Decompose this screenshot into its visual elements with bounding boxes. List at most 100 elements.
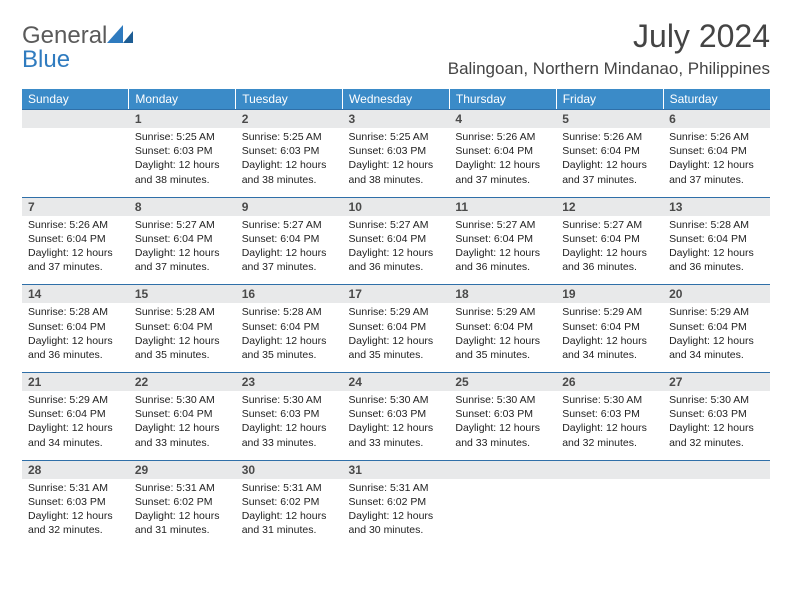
day-info: Sunrise: 5:27 AMSunset: 6:04 PMDaylight:…: [129, 216, 236, 285]
daylight-text: Daylight: 12 hours and 36 minutes.: [669, 246, 764, 274]
day-number: 31: [343, 460, 450, 479]
sunrise-text: Sunrise: 5:29 AM: [455, 305, 550, 319]
calendar-cell: 26Sunrise: 5:30 AMSunset: 6:03 PMDayligh…: [556, 372, 663, 460]
calendar-cell: 25Sunrise: 5:30 AMSunset: 6:03 PMDayligh…: [449, 372, 556, 460]
day-info: Sunrise: 5:29 AMSunset: 6:04 PMDaylight:…: [22, 391, 129, 460]
daylight-text: Daylight: 12 hours and 33 minutes.: [135, 421, 230, 449]
sunrise-text: Sunrise: 5:30 AM: [562, 393, 657, 407]
sunset-text: Sunset: 6:04 PM: [562, 232, 657, 246]
weekday-header: Tuesday: [236, 89, 343, 109]
daylight-text: Daylight: 12 hours and 34 minutes.: [669, 334, 764, 362]
page-title: July 2024: [448, 18, 770, 55]
sunset-text: Sunset: 6:03 PM: [242, 407, 337, 421]
day-info: Sunrise: 5:26 AMSunset: 6:04 PMDaylight:…: [556, 128, 663, 197]
daylight-text: Daylight: 12 hours and 31 minutes.: [242, 509, 337, 537]
daylight-text: Daylight: 12 hours and 35 minutes.: [349, 334, 444, 362]
calendar-cell: 1Sunrise: 5:25 AMSunset: 6:03 PMDaylight…: [129, 109, 236, 197]
day-info: Sunrise: 5:30 AMSunset: 6:03 PMDaylight:…: [556, 391, 663, 460]
sunset-text: Sunset: 6:03 PM: [349, 407, 444, 421]
sunrise-text: Sunrise: 5:30 AM: [242, 393, 337, 407]
sunrise-text: Sunrise: 5:26 AM: [28, 218, 123, 232]
daylight-text: Daylight: 12 hours and 36 minutes.: [562, 246, 657, 274]
daylight-text: Daylight: 12 hours and 38 minutes.: [349, 158, 444, 186]
calendar-row: 1Sunrise: 5:25 AMSunset: 6:03 PMDaylight…: [22, 109, 770, 197]
calendar-header: SundayMondayTuesdayWednesdayThursdayFrid…: [22, 89, 770, 109]
sunset-text: Sunset: 6:04 PM: [28, 232, 123, 246]
day-number: 3: [343, 109, 450, 128]
calendar-cell: 18Sunrise: 5:29 AMSunset: 6:04 PMDayligh…: [449, 284, 556, 372]
calendar-cell: 22Sunrise: 5:30 AMSunset: 6:04 PMDayligh…: [129, 372, 236, 460]
day-info: Sunrise: 5:30 AMSunset: 6:03 PMDaylight:…: [449, 391, 556, 460]
day-number: 24: [343, 372, 450, 391]
day-number: 19: [556, 284, 663, 303]
calendar-cell: 6Sunrise: 5:26 AMSunset: 6:04 PMDaylight…: [663, 109, 770, 197]
sunrise-text: Sunrise: 5:26 AM: [669, 130, 764, 144]
sunset-text: Sunset: 6:03 PM: [242, 144, 337, 158]
day-info: Sunrise: 5:26 AMSunset: 6:04 PMDaylight:…: [663, 128, 770, 197]
calendar-cell: 5Sunrise: 5:26 AMSunset: 6:04 PMDaylight…: [556, 109, 663, 197]
sunset-text: Sunset: 6:03 PM: [669, 407, 764, 421]
daylight-text: Daylight: 12 hours and 33 minutes.: [455, 421, 550, 449]
brand-part2: Blue: [22, 46, 70, 73]
daylight-text: Daylight: 12 hours and 35 minutes.: [455, 334, 550, 362]
day-info: Sunrise: 5:26 AMSunset: 6:04 PMDaylight:…: [22, 216, 129, 285]
sunset-text: Sunset: 6:04 PM: [28, 320, 123, 334]
calendar-cell: 21Sunrise: 5:29 AMSunset: 6:04 PMDayligh…: [22, 372, 129, 460]
day-info: Sunrise: 5:30 AMSunset: 6:03 PMDaylight:…: [663, 391, 770, 460]
calendar-cell: 3Sunrise: 5:25 AMSunset: 6:03 PMDaylight…: [343, 109, 450, 197]
sunrise-text: Sunrise: 5:28 AM: [135, 305, 230, 319]
day-info: Sunrise: 5:25 AMSunset: 6:03 PMDaylight:…: [236, 128, 343, 197]
day-number: 18: [449, 284, 556, 303]
daylight-text: Daylight: 12 hours and 33 minutes.: [242, 421, 337, 449]
daylight-text: Daylight: 12 hours and 32 minutes.: [669, 421, 764, 449]
day-number: 23: [236, 372, 343, 391]
day-info: Sunrise: 5:29 AMSunset: 6:04 PMDaylight:…: [663, 303, 770, 372]
weekday-header: Wednesday: [343, 89, 450, 109]
daylight-text: Daylight: 12 hours and 36 minutes.: [455, 246, 550, 274]
day-number: 8: [129, 197, 236, 216]
sunrise-text: Sunrise: 5:29 AM: [28, 393, 123, 407]
daylight-text: Daylight: 12 hours and 37 minutes.: [455, 158, 550, 186]
sunset-text: Sunset: 6:04 PM: [562, 144, 657, 158]
location-text: Balingoan, Northern Mindanao, Philippine…: [448, 59, 770, 79]
calendar-cell: [22, 109, 129, 197]
day-info: Sunrise: 5:27 AMSunset: 6:04 PMDaylight:…: [236, 216, 343, 285]
calendar-cell: 31Sunrise: 5:31 AMSunset: 6:02 PMDayligh…: [343, 460, 450, 548]
day-info: Sunrise: 5:31 AMSunset: 6:03 PMDaylight:…: [22, 479, 129, 548]
sunrise-text: Sunrise: 5:27 AM: [349, 218, 444, 232]
day-info: Sunrise: 5:26 AMSunset: 6:04 PMDaylight:…: [449, 128, 556, 197]
calendar-cell: 15Sunrise: 5:28 AMSunset: 6:04 PMDayligh…: [129, 284, 236, 372]
calendar-cell: [449, 460, 556, 548]
sunset-text: Sunset: 6:04 PM: [669, 232, 764, 246]
day-number: 12: [556, 197, 663, 216]
day-number-empty: [556, 460, 663, 479]
day-info: Sunrise: 5:27 AMSunset: 6:04 PMDaylight:…: [556, 216, 663, 285]
day-info: Sunrise: 5:28 AMSunset: 6:04 PMDaylight:…: [129, 303, 236, 372]
sunset-text: Sunset: 6:03 PM: [455, 407, 550, 421]
calendar-cell: 30Sunrise: 5:31 AMSunset: 6:02 PMDayligh…: [236, 460, 343, 548]
sunrise-text: Sunrise: 5:25 AM: [135, 130, 230, 144]
daylight-text: Daylight: 12 hours and 37 minutes.: [242, 246, 337, 274]
calendar-row: 21Sunrise: 5:29 AMSunset: 6:04 PMDayligh…: [22, 372, 770, 460]
day-number: 15: [129, 284, 236, 303]
day-info: Sunrise: 5:31 AMSunset: 6:02 PMDaylight:…: [236, 479, 343, 548]
brand-mark-icon: [107, 24, 133, 42]
day-info: Sunrise: 5:25 AMSunset: 6:03 PMDaylight:…: [129, 128, 236, 197]
day-info: Sunrise: 5:27 AMSunset: 6:04 PMDaylight:…: [343, 216, 450, 285]
day-number: 10: [343, 197, 450, 216]
calendar-cell: 14Sunrise: 5:28 AMSunset: 6:04 PMDayligh…: [22, 284, 129, 372]
day-number: 22: [129, 372, 236, 391]
sunset-text: Sunset: 6:02 PM: [242, 495, 337, 509]
sunrise-text: Sunrise: 5:27 AM: [455, 218, 550, 232]
calendar-cell: 28Sunrise: 5:31 AMSunset: 6:03 PMDayligh…: [22, 460, 129, 548]
day-info: Sunrise: 5:29 AMSunset: 6:04 PMDaylight:…: [449, 303, 556, 372]
sunset-text: Sunset: 6:04 PM: [669, 320, 764, 334]
sunrise-text: Sunrise: 5:29 AM: [562, 305, 657, 319]
day-number: 13: [663, 197, 770, 216]
sunrise-text: Sunrise: 5:26 AM: [455, 130, 550, 144]
sunrise-text: Sunrise: 5:31 AM: [135, 481, 230, 495]
day-number: 29: [129, 460, 236, 479]
daylight-text: Daylight: 12 hours and 35 minutes.: [242, 334, 337, 362]
day-info: Sunrise: 5:25 AMSunset: 6:03 PMDaylight:…: [343, 128, 450, 197]
sunset-text: Sunset: 6:04 PM: [135, 232, 230, 246]
